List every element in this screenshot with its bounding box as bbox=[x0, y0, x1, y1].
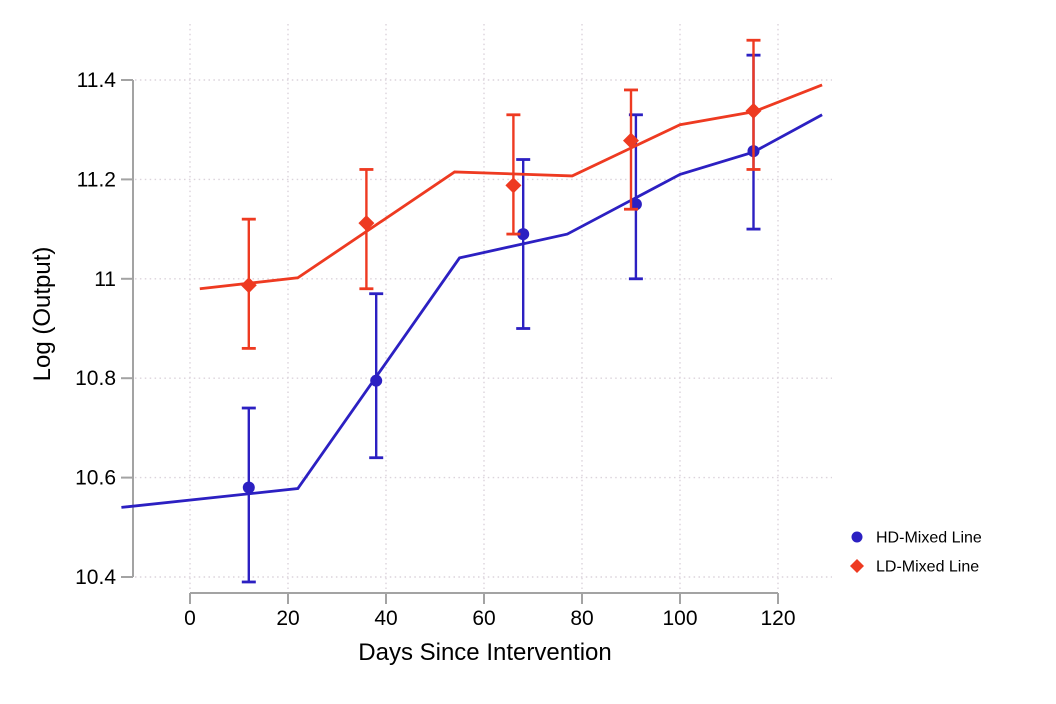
legend: HD-Mixed Line LD-Mixed Line bbox=[850, 530, 982, 576]
x-tick-label: 60 bbox=[472, 607, 495, 630]
gridlines bbox=[135, 24, 832, 591]
data-point-diamond bbox=[623, 132, 639, 149]
y-tick-label: 11 bbox=[94, 268, 116, 291]
data-point-diamond bbox=[505, 177, 522, 194]
x-tick-label: 20 bbox=[276, 607, 299, 630]
y-tick-label: 10.6 bbox=[75, 467, 116, 490]
data-point-diamond bbox=[358, 215, 375, 232]
data-point-diamond bbox=[745, 102, 762, 119]
legend-marker-diamond bbox=[850, 559, 864, 573]
series-diamond bbox=[199, 38, 823, 350]
y-tick-label: 10.8 bbox=[75, 367, 116, 390]
legend-item: LD-Mixed Line bbox=[850, 559, 979, 576]
y-axis-title: Log (Output) bbox=[29, 247, 56, 382]
series-layer bbox=[121, 38, 823, 584]
data-point-diamond bbox=[240, 277, 257, 294]
x-tick-label: 0 bbox=[184, 607, 196, 630]
x-tick-label: 100 bbox=[662, 607, 697, 630]
data-point-circle bbox=[242, 481, 255, 494]
x-tick-label: 40 bbox=[374, 607, 397, 630]
y-tick-label: 11.4 bbox=[77, 69, 117, 92]
legend-label: LD-Mixed Line bbox=[876, 559, 979, 576]
data-point-circle bbox=[629, 198, 642, 211]
legend-marker-circle bbox=[851, 531, 863, 543]
y-tick-label: 11.2 bbox=[77, 168, 116, 191]
x-tick-label: 80 bbox=[570, 607, 593, 630]
x-axis-title: Days Since Intervention bbox=[358, 639, 611, 666]
series-circle bbox=[121, 53, 823, 584]
x-tick-label: 120 bbox=[760, 607, 795, 630]
data-point-circle bbox=[517, 228, 530, 241]
y-tick-label: 10.4 bbox=[75, 566, 116, 589]
legend-item: HD-Mixed Line bbox=[851, 530, 982, 547]
data-point-circle bbox=[370, 374, 383, 387]
legend-label: HD-Mixed Line bbox=[876, 530, 982, 547]
axes: 10.4 10.6 10.8 11 11.2 11.4 0 20 40 60 80 100 120 bbox=[75, 69, 795, 630]
